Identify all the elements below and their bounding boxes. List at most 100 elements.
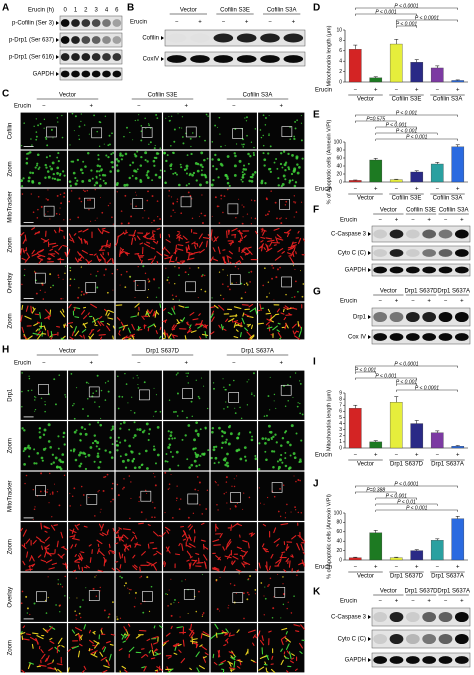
fluor-dot <box>167 276 169 279</box>
fluor-dot <box>20 144 23 147</box>
mito-filament <box>136 235 141 241</box>
row-arrow <box>368 615 371 619</box>
fluor-dot <box>63 192 66 195</box>
y-tick-label: 0 <box>339 557 342 563</box>
blot-band <box>454 656 469 664</box>
mito-filament <box>105 659 108 663</box>
mito-filament <box>49 242 57 245</box>
mito-filament <box>291 653 295 657</box>
fluor-dot <box>44 599 47 602</box>
fluor-dot <box>78 135 80 137</box>
group-label: Drp1 S637D <box>390 462 424 468</box>
fluor-dot <box>252 372 255 375</box>
mito-filament <box>272 325 278 331</box>
fluor-dot <box>139 180 143 183</box>
fluor-dot <box>88 208 90 211</box>
fluor-dot <box>243 206 245 208</box>
mito-filament <box>188 543 196 548</box>
mito-filament <box>25 633 32 636</box>
mito-filament <box>44 530 48 533</box>
treatment-label: Erucin <box>14 104 31 110</box>
micrograph <box>210 623 257 673</box>
mito-filament <box>276 238 284 241</box>
fluor-dot <box>185 172 188 175</box>
fluor-dot <box>128 176 131 180</box>
fluor-dot <box>25 161 29 165</box>
treatment-label: Erucin <box>130 20 147 26</box>
fluor-dot <box>254 454 257 457</box>
fluor-dot <box>194 162 198 165</box>
zoom-box <box>229 274 241 285</box>
mito-filament <box>132 554 136 559</box>
fluor-dot <box>125 582 127 585</box>
mito-filament <box>156 240 159 245</box>
bar <box>430 163 444 183</box>
fluor-dot <box>86 189 89 192</box>
fluor-dot <box>104 115 107 118</box>
micrograph <box>20 226 67 264</box>
mito-filament <box>228 661 232 667</box>
mito-filament <box>44 544 50 549</box>
treatment-sign: − <box>232 361 236 367</box>
fluor-dot <box>211 158 214 161</box>
fluor-dot <box>240 282 243 285</box>
fluor-dot <box>47 596 49 599</box>
mito-filament <box>49 637 53 641</box>
blot-band <box>389 266 404 274</box>
fluor-dot <box>82 160 85 163</box>
mito-filament <box>101 227 106 230</box>
mito-filament <box>276 308 280 313</box>
fluor-dot <box>293 201 295 203</box>
row-label: Overlay <box>8 273 14 294</box>
mito-filament <box>186 257 195 261</box>
fluor-dot <box>95 575 97 577</box>
treatment-sign: − <box>435 187 439 193</box>
blot-band <box>190 33 210 43</box>
fluor-dot <box>111 272 114 275</box>
significance-bracket <box>355 491 397 494</box>
mito-filament <box>236 523 242 527</box>
mito-filament <box>296 542 301 551</box>
mito-filament <box>101 532 108 536</box>
fluor-dot <box>196 169 200 173</box>
mito-filament <box>289 660 294 664</box>
fluor-dot <box>149 141 152 144</box>
fluor-dot <box>100 417 102 420</box>
fluor-dot <box>295 211 298 213</box>
fluor-dot <box>52 284 55 287</box>
y-tick-label: 8 <box>339 38 342 44</box>
fluor-dot <box>235 592 237 594</box>
fluor-dot <box>242 508 244 510</box>
blot-band <box>373 249 388 257</box>
fluor-dot <box>112 289 114 291</box>
fluor-dot <box>130 215 133 218</box>
fluor-dot <box>123 478 125 480</box>
fluor-dot <box>35 138 38 141</box>
fluor-dot <box>44 490 46 492</box>
mito-filament <box>167 668 174 673</box>
fluor-dot <box>178 183 181 187</box>
fluor-dot <box>254 217 257 220</box>
mito-filament <box>92 317 97 325</box>
fluor-dot <box>77 216 80 219</box>
fluor-dot <box>269 376 271 378</box>
fluor-dot <box>46 491 48 494</box>
fluor-dot <box>145 518 147 520</box>
fluor-dot <box>133 412 136 414</box>
fluor-dot <box>49 218 51 220</box>
fluor-dot <box>69 505 71 507</box>
mito-filament <box>193 251 201 254</box>
mito-filament <box>50 524 56 531</box>
mito-filament <box>150 657 156 660</box>
mito-filament <box>150 561 157 567</box>
fluor-dot <box>168 589 170 591</box>
mito-filament <box>141 654 146 659</box>
fluor-dot <box>23 122 25 124</box>
mito-filament <box>201 333 209 336</box>
mito-filament <box>242 312 245 317</box>
treatment-sign: − <box>353 88 357 94</box>
fluor-dot <box>94 219 96 221</box>
fluor-dot <box>187 382 189 384</box>
micrograph <box>258 302 305 340</box>
fluor-dot <box>213 462 216 465</box>
